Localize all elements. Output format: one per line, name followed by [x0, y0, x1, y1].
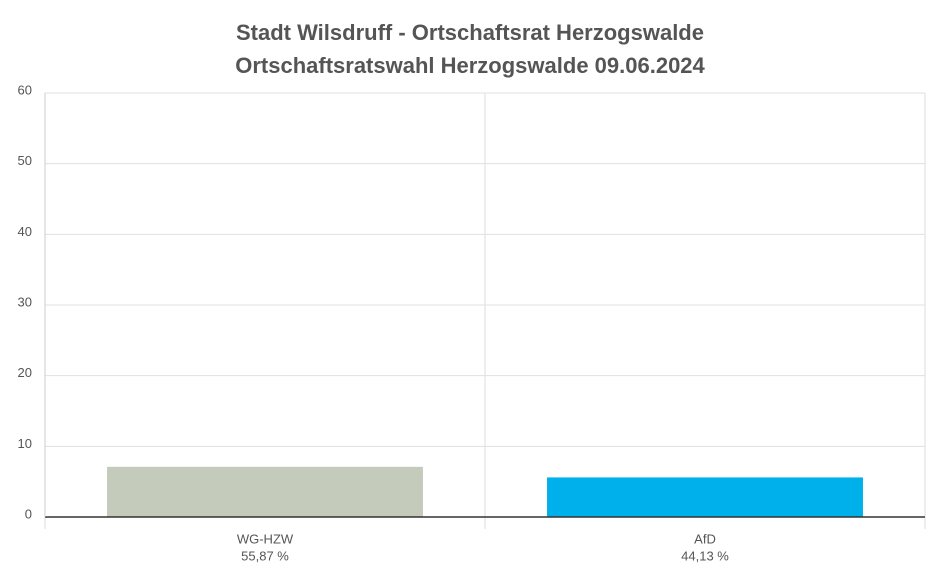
bar	[107, 466, 423, 517]
y-tick-label: 20	[18, 365, 32, 380]
y-tick-label: 0	[25, 506, 32, 521]
y-tick-label: 10	[18, 436, 32, 451]
x-tick-sublabel: 44,13 %	[681, 548, 729, 563]
y-tick-label: 30	[18, 294, 32, 309]
y-tick-label: 40	[18, 224, 32, 239]
x-tick-label: AfD	[694, 531, 716, 546]
y-tick-label: 60	[18, 82, 32, 97]
y-tick-label: 50	[18, 153, 32, 168]
chart-title: Stadt Wilsdruff - Ortschaftsrat Herzogsw…	[236, 20, 704, 45]
bar	[547, 477, 863, 517]
chart-subtitle: Ortschaftsratswahl Herzogswalde 09.06.20…	[235, 53, 705, 78]
x-tick-label: WG-HZW	[237, 531, 294, 546]
x-tick-sublabel: 55,87 %	[241, 548, 289, 563]
